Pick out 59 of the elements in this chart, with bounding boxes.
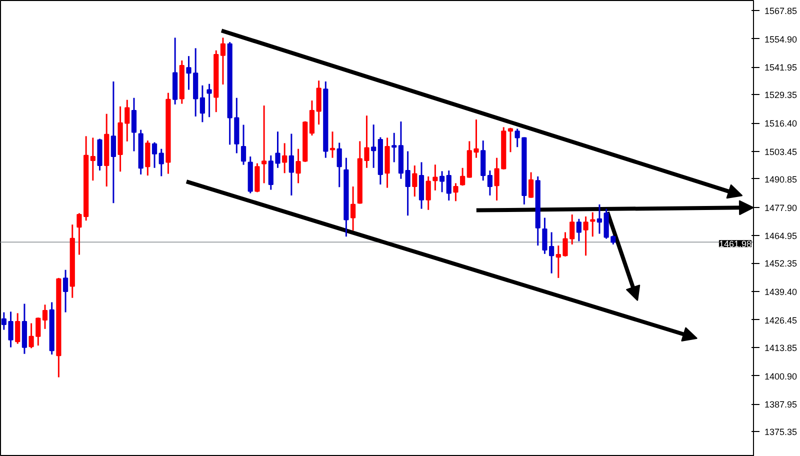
candlestick bbox=[296, 148, 301, 184]
candlestick bbox=[15, 312, 20, 345]
y-tick-label: 1477.90 bbox=[764, 202, 798, 213]
candlestick bbox=[131, 97, 137, 152]
candlestick bbox=[330, 130, 336, 159]
y-tick-label: 1541.95 bbox=[764, 62, 798, 73]
candlestick bbox=[309, 100, 315, 136]
ref-line-label: 1461.98 bbox=[718, 239, 752, 250]
candlestick bbox=[261, 104, 267, 184]
candlestick bbox=[487, 170, 493, 196]
candlestick bbox=[432, 164, 438, 192]
candlestick bbox=[583, 216, 588, 256]
candlestick bbox=[426, 176, 431, 211]
candlestick bbox=[110, 80, 116, 204]
y-tick-label: 1516.40 bbox=[764, 118, 798, 129]
candlestick bbox=[446, 170, 452, 202]
candlestick bbox=[528, 172, 534, 199]
candlestick bbox=[508, 127, 514, 153]
y-tick-label: 1375.35 bbox=[764, 427, 798, 438]
y-tick-label: 1452.35 bbox=[764, 258, 798, 269]
candlestick bbox=[596, 204, 602, 234]
candlestick bbox=[282, 142, 288, 174]
candlestick bbox=[28, 322, 34, 349]
y-tick-label: 1426.45 bbox=[764, 315, 798, 326]
y-tick-label: 1567.85 bbox=[764, 6, 798, 16]
candlestick bbox=[590, 212, 596, 238]
candlestick bbox=[453, 182, 458, 202]
candlestick bbox=[42, 304, 48, 330]
candlestick bbox=[371, 124, 376, 169]
candlestick bbox=[220, 36, 226, 86]
candlestick bbox=[316, 80, 322, 126]
candlestick bbox=[576, 218, 582, 242]
candlestick bbox=[62, 269, 68, 314]
candlestick bbox=[460, 167, 466, 186]
candlestick bbox=[158, 148, 164, 177]
y-tick-label: 1387.95 bbox=[764, 400, 798, 410]
candlestick bbox=[405, 150, 410, 216]
y-tick-label: 1464.95 bbox=[764, 231, 798, 242]
y-tick-label: 1503.45 bbox=[764, 146, 798, 157]
candlestick bbox=[36, 316, 41, 346]
y-tick-label: 1529.35 bbox=[764, 90, 798, 100]
y-tick-label: 1439.40 bbox=[764, 287, 798, 298]
candlestick bbox=[145, 140, 150, 176]
candlestick bbox=[152, 142, 158, 169]
y-tick-label: 1554.90 bbox=[764, 34, 798, 44]
candlestick bbox=[186, 55, 192, 91]
candlestick bbox=[350, 186, 356, 232]
y-tick-label: 1490.85 bbox=[764, 174, 798, 184]
candlestick bbox=[200, 84, 205, 123]
y-tick-label: 1400.90 bbox=[764, 371, 798, 382]
candlestick bbox=[412, 164, 418, 198]
candlestick bbox=[439, 170, 445, 193]
candlestick bbox=[336, 142, 342, 188]
candlestick bbox=[240, 124, 246, 166]
candlestick bbox=[90, 136, 96, 182]
candlestick bbox=[392, 132, 397, 163]
candlestick bbox=[288, 133, 294, 196]
candlestick bbox=[206, 83, 212, 118]
y-tick-label: 1413.85 bbox=[764, 342, 798, 353]
